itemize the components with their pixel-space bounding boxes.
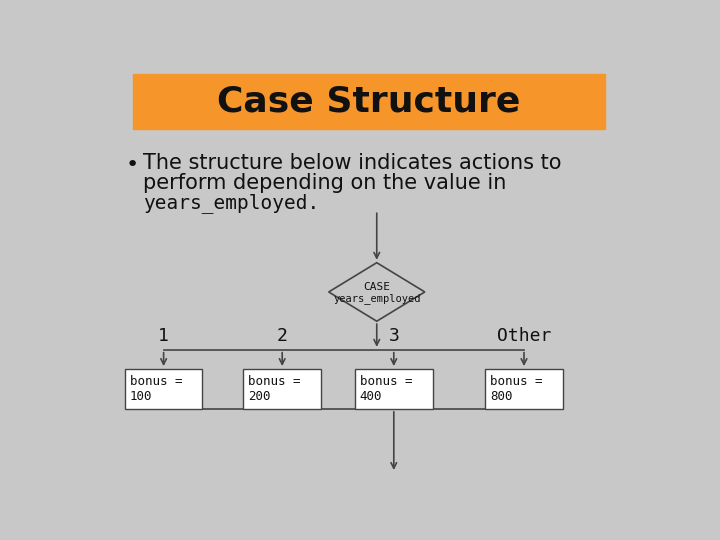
Text: years_employed: years_employed	[333, 293, 420, 305]
Text: •: •	[126, 155, 139, 175]
Text: years_employed.: years_employed.	[143, 193, 319, 213]
Text: Other: Other	[497, 327, 552, 345]
Bar	[125, 369, 202, 409]
Polygon shape	[329, 262, 425, 321]
Text: bonus =
200: bonus = 200	[248, 375, 301, 403]
Text: 2: 2	[276, 327, 287, 345]
Text: 3: 3	[388, 327, 399, 345]
Text: The structure below indicates actions to: The structure below indicates actions to	[143, 153, 561, 173]
Bar	[132, 74, 606, 130]
Text: perform depending on the value in: perform depending on the value in	[143, 173, 506, 193]
Bar	[485, 369, 563, 409]
Text: bonus =
800: bonus = 800	[490, 375, 542, 403]
Bar	[355, 369, 433, 409]
Text: bonus =
400: bonus = 400	[360, 375, 412, 403]
Text: Case Structure: Case Structure	[217, 85, 521, 119]
Text: bonus =
100: bonus = 100	[130, 375, 182, 403]
Text: 1: 1	[158, 327, 169, 345]
Text: CASE: CASE	[364, 281, 390, 292]
Bar	[243, 369, 321, 409]
